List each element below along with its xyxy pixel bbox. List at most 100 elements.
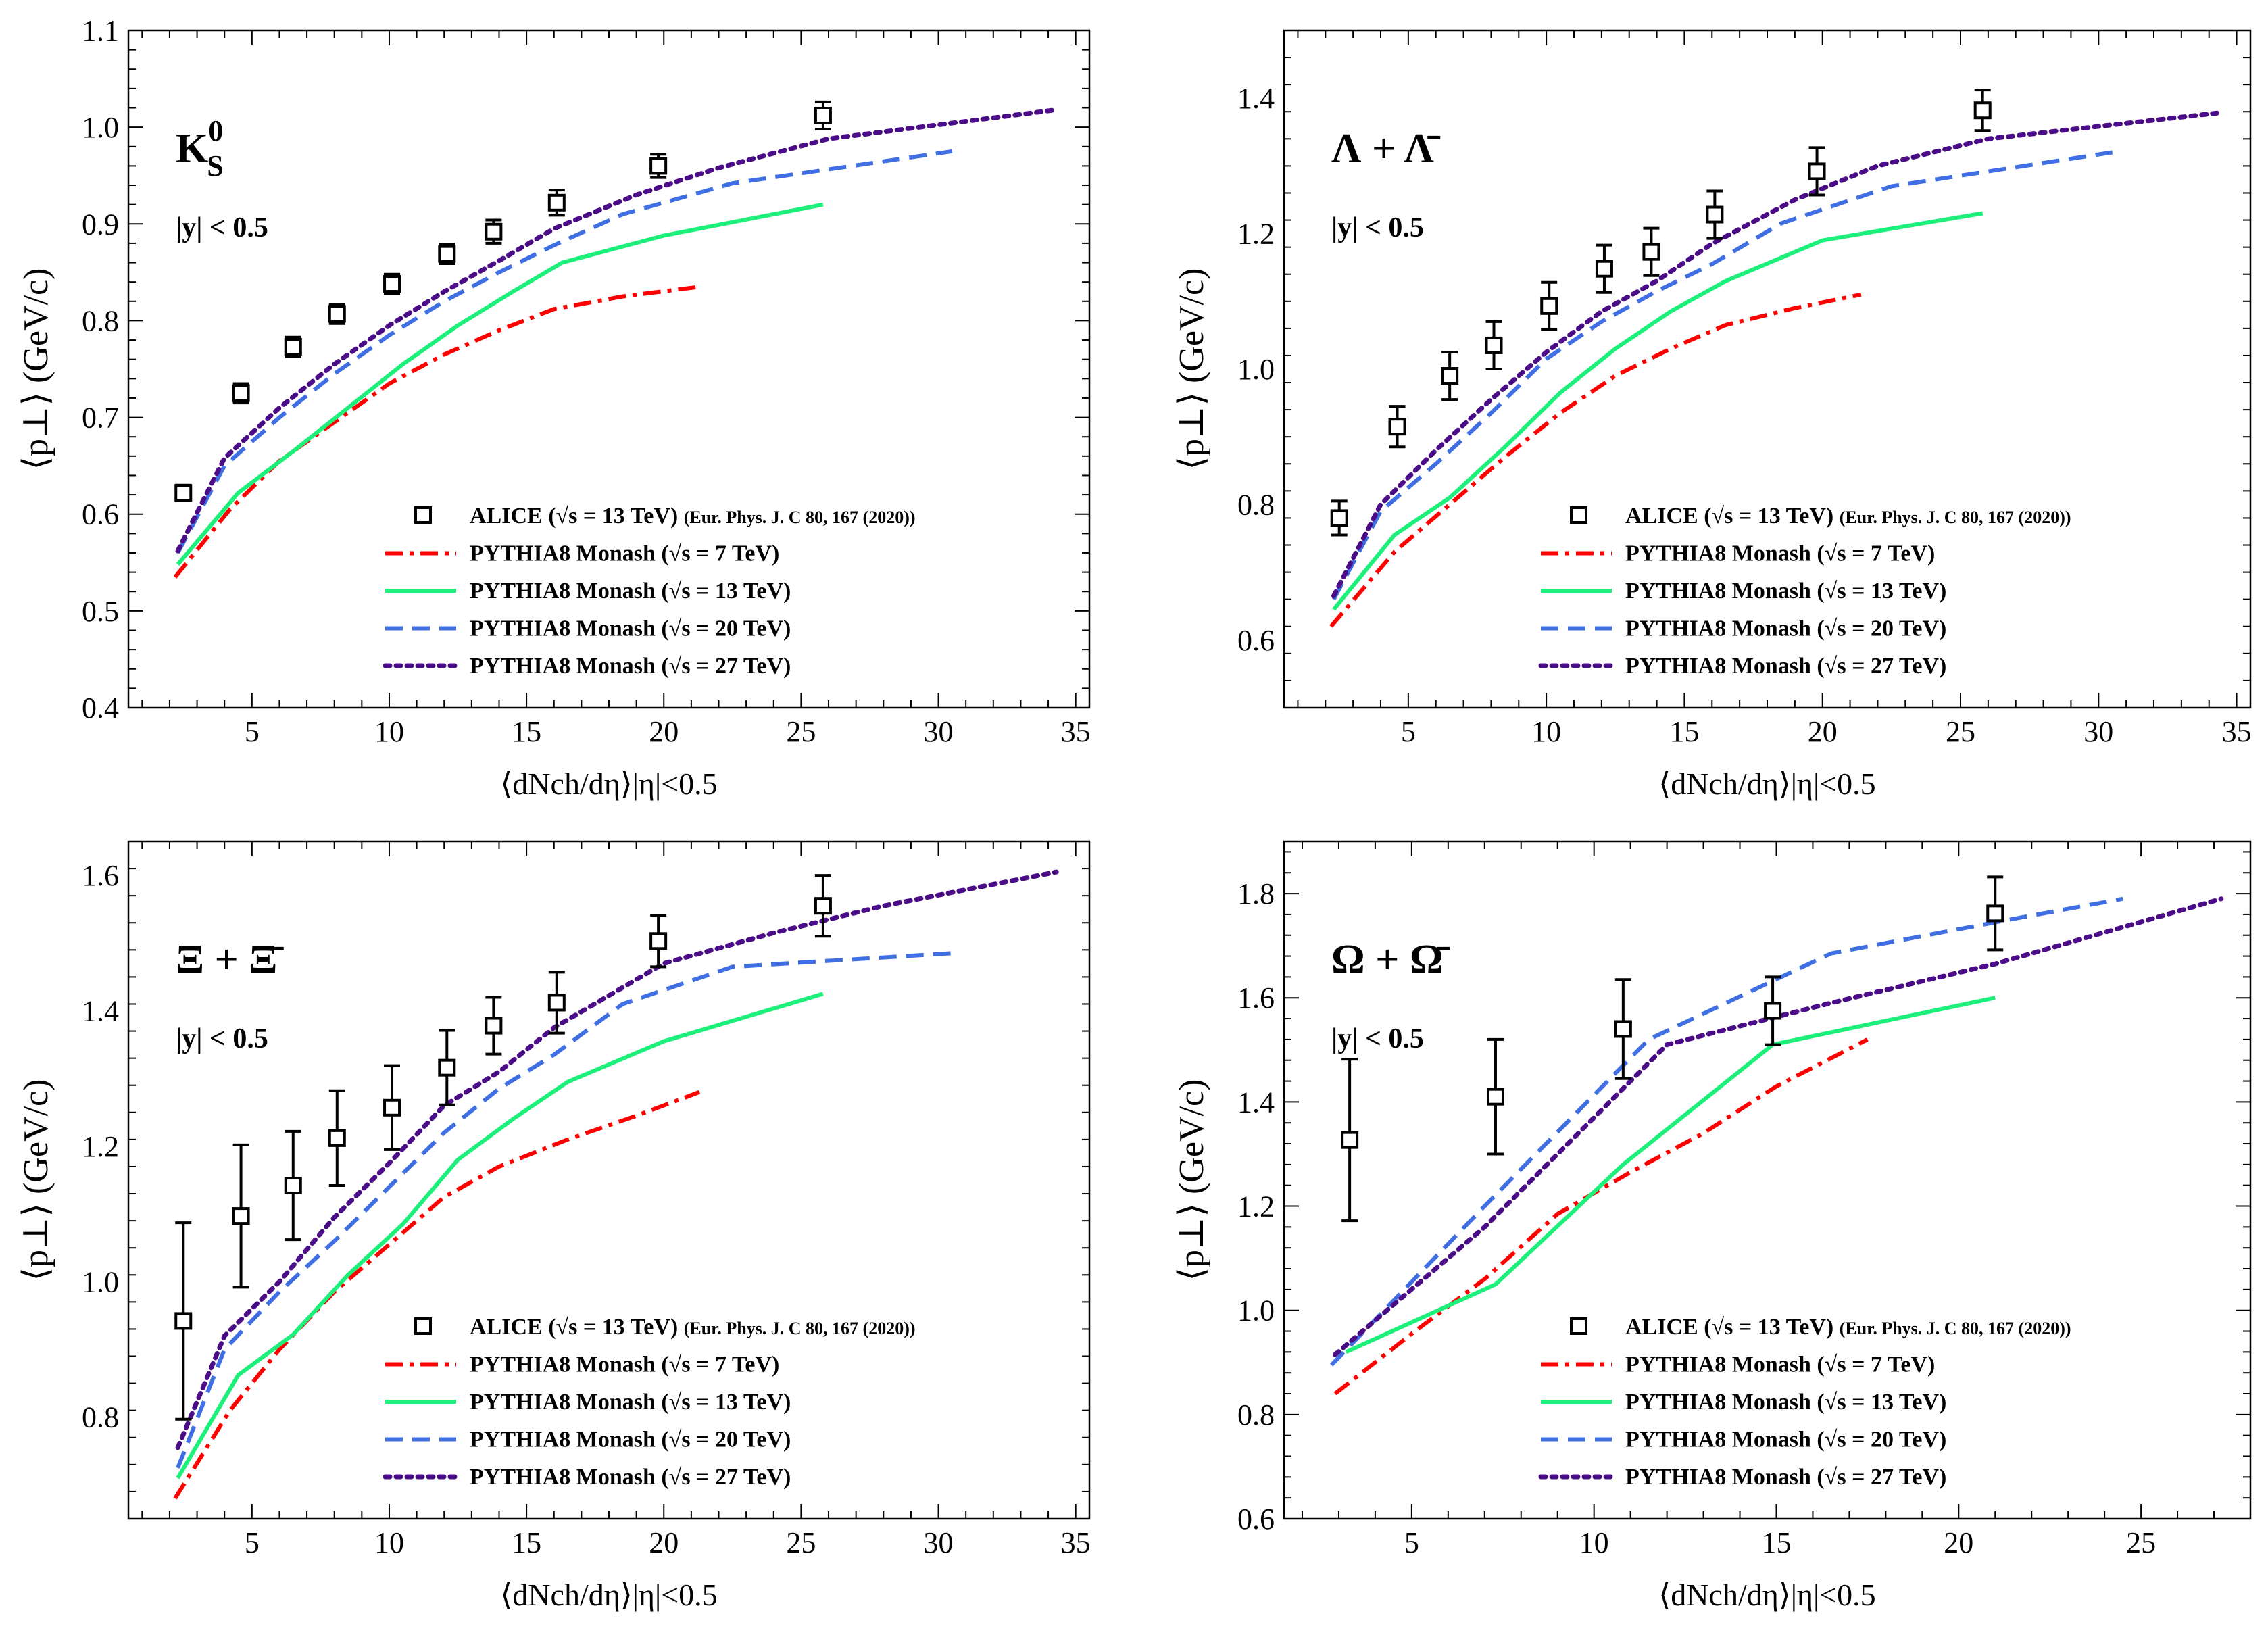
- y-tick-label: 1.0: [82, 111, 119, 144]
- rapidity-label: |y| < 0.5: [1331, 212, 1424, 243]
- alice-data-point: [1595, 260, 1613, 278]
- x-tick-label: 20: [649, 1526, 679, 1559]
- panel-4: 5 10 15 20 25 0.6 0.8 1.0 1.2 1.4 1.6 1.8 ⟨p⊥⟩ (GeV/…: [1173, 840, 2252, 1612]
- rapidity-label: |y| < 0.5: [176, 1023, 268, 1054]
- panel-title: Ω + Ω̄: [1331, 937, 1450, 983]
- alice-data-point: [1706, 205, 1724, 224]
- alice-data-point: [328, 305, 346, 323]
- x-tick-label: 20: [1808, 715, 1838, 748]
- alice-data-point: [438, 245, 456, 263]
- alice-data-point: [284, 338, 302, 356]
- alice-data-point: [814, 106, 832, 124]
- x-tick-label: 15: [512, 715, 541, 748]
- x-tick-label: 10: [1531, 715, 1561, 748]
- y-tick-label: 0.6: [1237, 624, 1275, 657]
- alice-data-point: [174, 1312, 193, 1330]
- alice-data-point: [485, 222, 503, 241]
- x-tick-label: 25: [786, 1526, 816, 1559]
- rapidity-label: |y| < 0.5: [1331, 1023, 1424, 1054]
- alice-data-point: [1341, 1131, 1359, 1149]
- y-tick-label: 0.4: [82, 691, 119, 725]
- legend-label-4: PYTHIA8 Monash (√s = 27 TeV): [470, 654, 791, 679]
- y-axis-label: ⟨p⊥⟩ (GeV/c): [1173, 1079, 1211, 1281]
- alice-data-point: [485, 1017, 503, 1035]
- y-tick-label: 0.6: [82, 498, 119, 531]
- series-line-3: [1331, 150, 2113, 601]
- panel-title: Ξ + Ξ̄: [176, 937, 284, 983]
- legend-label-4: PYTHIA8 Monash (√s = 27 TeV): [1625, 1465, 1946, 1490]
- alice-data-point: [232, 384, 250, 402]
- x-tick-label: 30: [2084, 715, 2113, 748]
- legend-label-2: PYTHIA8 Monash (√s = 13 TeV): [1625, 1390, 1946, 1415]
- y-tick-label: 1.0: [82, 1265, 119, 1298]
- series-line-2: [1332, 211, 1983, 611]
- legend-marker-alice: [1570, 506, 1587, 524]
- legend: ALICE (√s = 13 TeV) (Eur. Phys. J. C 80,…: [1538, 1315, 2071, 1490]
- legend-label-alice: ALICE (√s = 13 TeV) (Eur. Phys. J. C 80,…: [1625, 1315, 2071, 1340]
- y-tick-label: 0.8: [82, 304, 119, 337]
- y-tick-label: 0.9: [82, 207, 119, 241]
- x-tick-label: 20: [649, 715, 679, 748]
- alice-data-point: [1642, 243, 1660, 261]
- y-tick-label: 0.8: [1237, 1398, 1275, 1432]
- series-line-3: [176, 149, 953, 554]
- alice-data-point: [1986, 904, 2004, 923]
- legend-label-alice: ALICE (√s = 13 TeV) (Eur. Phys. J. C 80,…: [1625, 504, 2071, 529]
- x-tick-label: 5: [1401, 715, 1416, 748]
- legend-label-1: PYTHIA8 Monash (√s = 7 TeV): [470, 1352, 779, 1377]
- alice-data-point: [1764, 1002, 1782, 1020]
- y-tick-label: 1.6: [1237, 981, 1275, 1015]
- legend-label-4: PYTHIA8 Monash (√s = 27 TeV): [470, 1465, 791, 1490]
- alice-data-point: [174, 484, 193, 502]
- series-line-2: [176, 202, 824, 566]
- x-tick-label: 15: [1669, 715, 1699, 748]
- alice-data-point: [649, 157, 668, 175]
- alice-data-point: [328, 1129, 346, 1147]
- legend-label-1: PYTHIA8 Monash (√s = 7 TeV): [1625, 1352, 1935, 1377]
- panel-title: K0 S: [176, 114, 224, 182]
- y-tick-label: 1.8: [1237, 877, 1275, 910]
- panel-3: 5 10 15 20 25 30 35 0.8 1.0 1.2 1.4 1.6 ⟨p⊥⟩ (GeV/c)…: [17, 840, 1091, 1612]
- legend-label-3: PYTHIA8 Monash (√s = 20 TeV): [1625, 616, 1946, 641]
- legend-label-2: PYTHIA8 Monash (√s = 13 TeV): [1625, 579, 1946, 604]
- x-axis-label: ⟨dNch/dη⟩|η|<0.5: [1658, 766, 1875, 801]
- legend-marker-alice: [1570, 1317, 1587, 1335]
- x-tick-label: 10: [374, 715, 404, 748]
- alice-data-point: [1441, 367, 1459, 385]
- series-line-1: [1329, 292, 1862, 628]
- alice-data-point: [1973, 101, 1992, 120]
- x-axis-label: ⟨dNch/dη⟩|η|<0.5: [500, 766, 717, 801]
- y-tick-label: 0.7: [82, 401, 119, 435]
- y-tick-label: 1.4: [1237, 82, 1275, 115]
- x-tick-label: 5: [245, 1526, 260, 1559]
- series-line-3: [1330, 896, 2123, 1367]
- series-line-4: [175, 869, 1059, 1450]
- legend-label-alice: ALICE (√s = 13 TeV) (Eur. Phys. J. C 80,…: [470, 1315, 916, 1340]
- y-tick-label: 1.2: [82, 1130, 119, 1163]
- x-tick-label: 25: [786, 715, 816, 748]
- x-tick-label: 25: [1946, 715, 1975, 748]
- x-tick-label: 35: [1061, 715, 1091, 748]
- y-tick-label: 1.6: [82, 859, 119, 892]
- legend-label-2: PYTHIA8 Monash (√s = 13 TeV): [470, 1390, 791, 1415]
- y-tick-label: 0.8: [1237, 488, 1275, 521]
- series-line-1: [1333, 1037, 1869, 1396]
- series-line-2: [176, 992, 824, 1480]
- x-axis-label: ⟨dNch/dη⟩|η|<0.5: [500, 1578, 717, 1612]
- y-tick-label: 1.0: [1237, 1294, 1275, 1327]
- x-tick-label: 10: [374, 1526, 404, 1559]
- legend-marker-alice: [414, 506, 432, 524]
- series-line-1: [173, 1090, 701, 1500]
- alice-data-point: [284, 1177, 302, 1195]
- legend-marker-alice: [414, 1317, 432, 1335]
- series-line-2: [1345, 996, 1996, 1354]
- x-tick-label: 15: [512, 1526, 541, 1559]
- series-line-1: [173, 285, 700, 579]
- legend-label-3: PYTHIA8 Monash (√s = 20 TeV): [470, 1427, 791, 1452]
- y-tick-label: 1.2: [1237, 1190, 1275, 1223]
- legend: ALICE (√s = 13 TeV) (Eur. Phys. J. C 80,…: [1538, 504, 2071, 679]
- panel-2: 5 10 15 20 25 30 35 0.6 0.8 1.0 1.2 1.4 ⟨p⊥⟩ (GeV/c)…: [1173, 29, 2252, 801]
- y-tick-label: 1.2: [1237, 218, 1275, 251]
- series-line-4: [1331, 110, 2220, 599]
- alice-data-point: [1540, 297, 1558, 315]
